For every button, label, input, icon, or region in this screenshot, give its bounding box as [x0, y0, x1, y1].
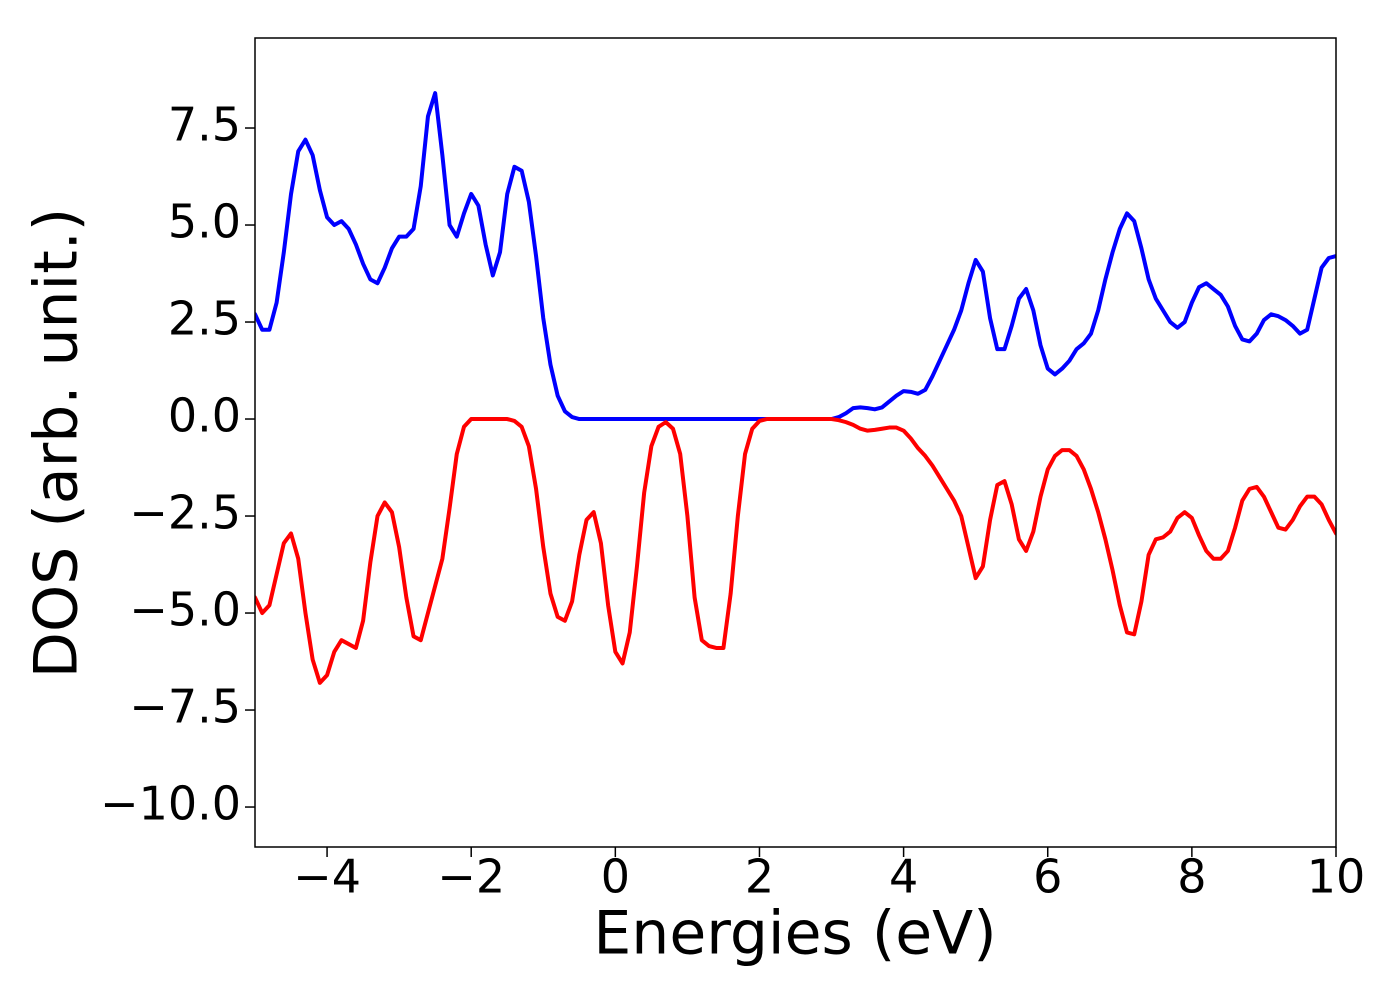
y-tick-label: 5.0 [168, 195, 241, 249]
x-tick-label: 4 [889, 850, 918, 904]
y-tick-label: 2.5 [168, 292, 241, 346]
y-tick-label: 0.0 [168, 389, 241, 443]
y-tick-label: −10.0 [100, 777, 241, 831]
x-tick-label: 10 [1307, 850, 1366, 904]
x-tick-label: 2 [745, 850, 774, 904]
x-tick-label: 0 [601, 850, 630, 904]
y-tick-label: −5.0 [129, 583, 241, 637]
line-series [255, 417, 1336, 685]
x-tick-label: 8 [1177, 850, 1206, 904]
y-tick-label: −7.5 [129, 680, 241, 734]
y-tick-label: 7.5 [168, 98, 241, 152]
x-axis-label: Energies (eV) [593, 899, 996, 969]
plot-frame [254, 37, 1337, 848]
y-axis-label: DOS (arb. unit.) [22, 208, 92, 678]
x-tick-label: −2 [437, 850, 505, 904]
x-tick-label: −4 [293, 850, 361, 904]
y-tick-label: −2.5 [129, 486, 241, 540]
line-series [255, 91, 1336, 422]
x-tick-label: 6 [1033, 850, 1062, 904]
